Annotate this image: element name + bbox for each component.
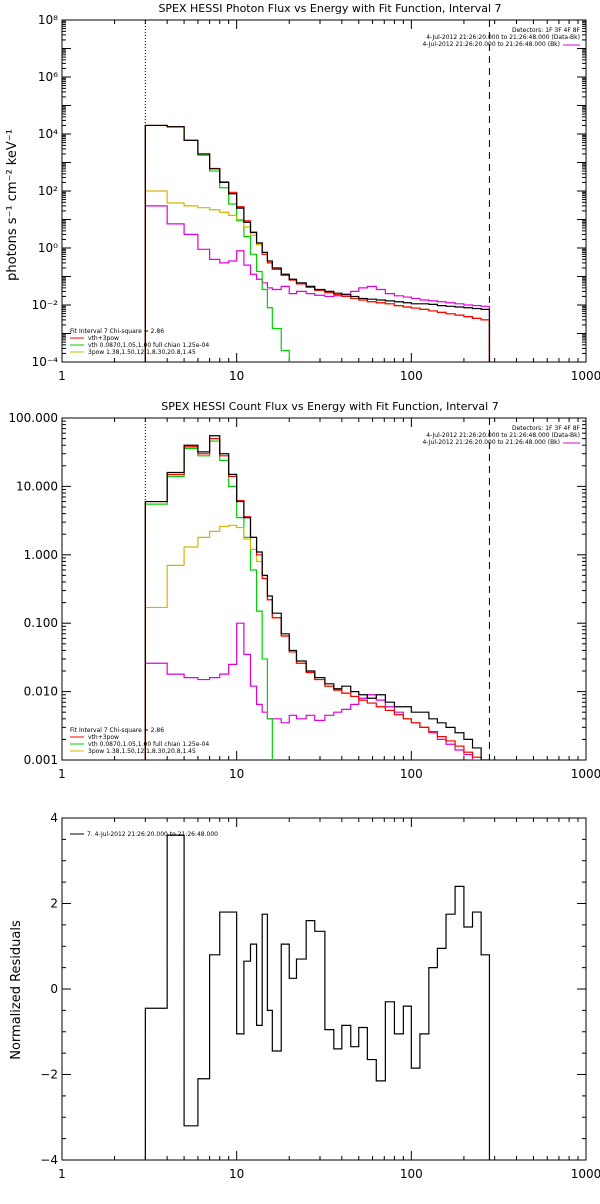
count-flux-legend-top: Detectors: 1F 3F 4F 8F 4-Jul-2012 21:26:…: [422, 425, 580, 446]
residuals-ylabel: Normalized Residuals: [9, 920, 24, 1060]
x-tick-label: 100: [400, 767, 423, 781]
series-vth-3pow: [144, 124, 491, 362]
y-tick-label: 1.000: [24, 548, 58, 562]
y-tick-label: 0.100: [24, 616, 58, 630]
legend-data-bk: 4-Jul-2012 21:26:20.000 to 21:26:48.000 …: [426, 34, 580, 41]
series-bk: [144, 205, 491, 362]
fit-total-label: vth+3pow: [88, 335, 119, 342]
count-flux-panel: SPEX HESSI Count Flux vs Energy with Fit…: [8, 400, 600, 781]
residuals-legend: 7. 4-Jul-2012 21:26:20.000 to 21:26:48.0…: [70, 831, 218, 838]
fit-interval-label: Fit Interval 7 Chi-square = 2.86: [70, 328, 164, 335]
photon-flux-legend-top: Detectors: 1F 3F 4F 8F 4-Jul-2012 21:26:…: [422, 27, 580, 48]
x-tick-label: 1000: [571, 767, 600, 781]
x-tick-label: 10: [229, 369, 244, 383]
fit-vth-label: vth 0.0870,1.05,1.00 full chian 1.25e-04: [88, 741, 209, 748]
y-tick-label: 10⁻⁴: [32, 355, 59, 369]
y-tick-label: 10⁰: [38, 241, 58, 255]
x-tick-label: 1: [58, 1167, 66, 1181]
legend-data-bk: 4-Jul-2012 21:26:20.000 to 21:26:48.000 …: [426, 432, 580, 439]
photon-flux-legend-fit: Fit Interval 7 Chi-square = 2.86 vth+3po…: [70, 328, 209, 356]
y-tick-label: 2: [50, 897, 58, 911]
y-tick-label: 0: [50, 982, 58, 996]
count-flux-frame: [61, 417, 587, 761]
y-tick-label: 10²: [38, 184, 58, 198]
y-tick-label: −4: [40, 1153, 58, 1167]
residuals-ticks: 1 10 100 1000 −4 −2 0 2 4: [40, 811, 600, 1181]
legend-bk: 4-Jul-2012 21:26:20.000 to 21:26:48.000 …: [422, 439, 560, 446]
residuals-panel: Normalized Residuals 1 10 100 1000 −4 −2 0 2 4 7…: [9, 811, 600, 1181]
legend-bk: 4-Jul-2012 21:26:20.000 to 21:26:48.000 …: [422, 41, 560, 48]
fit-vth-label: vth 0.0870,1.05,1.00 full chian 1.25e-04: [88, 342, 209, 349]
y-tick-label: −2: [40, 1068, 58, 1082]
count-flux-title: SPEX HESSI Count Flux vs Energy with Fit…: [161, 400, 498, 413]
count-flux-vlines: [144, 418, 490, 760]
photon-flux-title: SPEX HESSI Photon Flux vs Energy with Fi…: [158, 2, 501, 15]
x-tick-label: 10: [229, 1167, 244, 1181]
count-flux-ticks: 1 10 100 1000 0.001 0.010 0.100 1.000 10.000 100.…: [8, 411, 600, 781]
series-residuals: [144, 834, 491, 1160]
legend-detectors: Detectors: 1F 3F 4F 8F: [512, 27, 581, 34]
y-tick-label: 100.000: [8, 411, 58, 425]
x-tick-label: 1: [58, 369, 66, 383]
y-tick-label: 0.001: [24, 753, 58, 767]
legend-detectors: Detectors: 1F 3F 4F 8F: [512, 425, 581, 432]
x-tick-label: 100: [400, 369, 423, 383]
y-tick-label: 0.010: [24, 685, 58, 699]
fit-pow-label: 3pow 1.38,1.50,12.1,8.30,20.8,1.45: [88, 748, 196, 755]
y-tick-label: 10⁶: [38, 70, 58, 84]
series-data-bk: [144, 435, 491, 760]
residuals-series: [144, 834, 491, 1160]
photon-flux-frame: [61, 19, 587, 363]
series-vth: [144, 124, 290, 362]
photon-flux-ticks: 1 10 100 1000 10⁻⁴ 10⁻² 10⁰ 10² 10⁴ 10⁶ 10⁸: [32, 13, 600, 383]
photon-flux-panel: SPEX HESSI Photon Flux vs Energy with Fi…: [5, 2, 600, 383]
x-tick-label: 10: [229, 767, 244, 781]
count-flux-legend-fit: Fit Interval 7 Chi-square = 2.86 vth+3po…: [70, 727, 209, 755]
y-tick-label: 10⁴: [38, 127, 58, 141]
x-tick-label: 1000: [571, 369, 600, 383]
x-tick-label: 1: [58, 767, 66, 781]
residuals-frame: [61, 817, 587, 1161]
series-data-bk: [144, 124, 491, 362]
fit-total-label: vth+3pow: [88, 734, 119, 741]
count-flux-series: [144, 435, 491, 760]
y-tick-label: 10.000: [16, 479, 58, 493]
x-tick-label: 1000: [571, 1167, 600, 1181]
residuals-interval-label: 7. 4-Jul-2012 21:26:20.000 to 21:26:48.0…: [87, 831, 218, 838]
photon-flux-ylabel: photons s⁻¹ cm⁻² keV⁻¹: [5, 129, 20, 281]
fit-interval-label: Fit Interval 7 Chi-square = 2.86: [70, 727, 164, 734]
y-tick-label: 10⁸: [38, 13, 58, 27]
fit-pow-label: 3pow 1.38,1.50,12.1,8.30,20.8,1.45: [88, 349, 196, 356]
y-tick-label: 4: [50, 811, 58, 825]
x-tick-label: 100: [400, 1167, 423, 1181]
photon-flux-series: [144, 124, 491, 362]
y-tick-label: 10⁻²: [32, 298, 59, 312]
